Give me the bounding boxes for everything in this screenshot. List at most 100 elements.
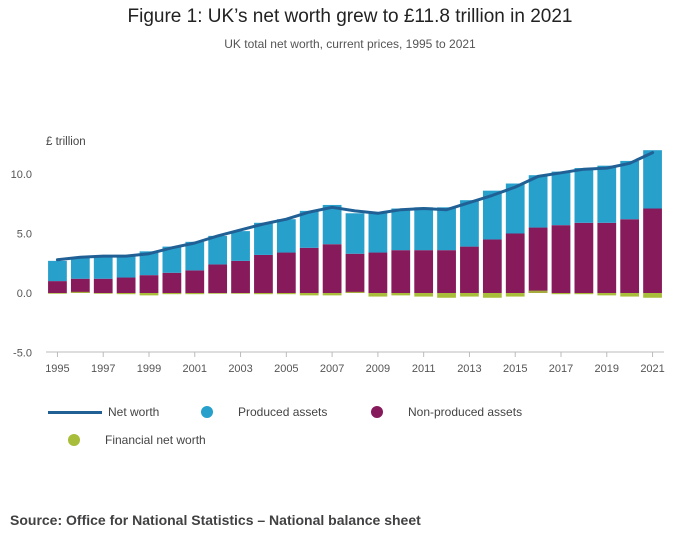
bar-produced-assets <box>322 204 342 245</box>
bar-financial-net-worth <box>482 293 502 298</box>
bar-financial-net-worth <box>551 293 571 295</box>
legend-label: Net worth <box>108 405 160 419</box>
bar-financial-net-worth <box>620 293 640 297</box>
bar-non-produced-assets <box>162 272 182 293</box>
legend-item-produced-assets[interactable]: Produced assets <box>201 405 327 419</box>
bar-non-produced-assets <box>597 222 617 293</box>
bar-produced-assets <box>551 171 571 226</box>
y-axis-unit-label: £ trillion <box>46 136 86 148</box>
bar-produced-assets <box>528 175 548 228</box>
x-tick-label: 2015 <box>503 363 527 375</box>
bar-financial-net-worth <box>437 293 456 298</box>
x-tick-label: 2007 <box>320 363 344 375</box>
bar-financial-net-worth <box>391 293 411 296</box>
bar-non-produced-assets <box>93 278 113 293</box>
chart-plot: 10.0 5.0 0.0 -5.0 1995 1997 1999 2001 2003 2005 20… <box>11 150 665 375</box>
bar-produced-assets <box>414 207 434 251</box>
bar-non-produced-assets <box>414 250 434 293</box>
legend-item-net-worth[interactable]: Net worth <box>48 405 159 419</box>
chart-title: Figure 1: UK’s net worth grew to £11.8 t… <box>127 6 573 27</box>
bar-produced-assets <box>597 165 617 223</box>
legend-item-financial-net-worth[interactable]: Financial net worth <box>68 433 206 447</box>
x-tick-label: 2011 <box>412 363 436 375</box>
line-net-worth <box>55 151 655 262</box>
bar-produced-assets <box>70 257 90 279</box>
x-tick-label: 2001 <box>183 363 207 375</box>
bar-financial-net-worth <box>505 293 525 297</box>
bar-produced-assets <box>620 160 640 220</box>
bar-financial-net-worth <box>643 293 662 298</box>
bar-financial-net-worth <box>162 293 182 295</box>
chart-legend: Net worth Produced assets Non-produced a… <box>48 405 688 455</box>
legend-item-non-produced-assets[interactable]: Non-produced assets <box>371 405 522 419</box>
bar-non-produced-assets <box>643 208 662 293</box>
legend-dot-swatch <box>201 406 213 418</box>
y-tick-label: 5.0 <box>17 229 32 241</box>
x-tick-label: 2019 <box>595 363 619 375</box>
bar-financial-net-worth <box>70 291 90 293</box>
bar-financial-net-worth <box>185 293 205 295</box>
x-tick-label: 2013 <box>457 363 481 375</box>
legend-dot-swatch <box>371 406 383 418</box>
bar-financial-net-worth <box>345 291 365 293</box>
bar-non-produced-assets <box>254 254 273 293</box>
bar-produced-assets <box>231 231 250 261</box>
bar-non-produced-assets <box>460 246 479 293</box>
bar-produced-assets <box>116 254 136 278</box>
bar-produced-assets <box>276 219 296 253</box>
chart-subtitle: UK total net worth, current prices, 1995… <box>224 37 476 51</box>
x-tick-label: 2021 <box>640 363 664 375</box>
bar-financial-net-worth <box>231 293 250 294</box>
bar-non-produced-assets <box>574 222 594 293</box>
x-tick-label: 1995 <box>45 363 69 375</box>
bar-financial-net-worth <box>276 293 296 295</box>
bar-non-produced-assets <box>48 281 67 293</box>
x-tick-label: 2009 <box>366 363 390 375</box>
bar-produced-assets <box>185 241 205 271</box>
source-note: Source: Office for National Statistics –… <box>10 512 421 528</box>
bar-non-produced-assets <box>231 260 250 293</box>
legend-label: Financial net worth <box>105 433 206 447</box>
bar-financial-net-worth <box>48 293 67 294</box>
bar-financial-net-worth <box>528 290 548 293</box>
bar-produced-assets <box>482 190 502 240</box>
bar-produced-assets <box>505 183 525 234</box>
bar-non-produced-assets <box>505 233 525 293</box>
bar-non-produced-assets <box>437 250 456 293</box>
bar-produced-assets <box>139 251 159 276</box>
bar-produced-assets <box>162 246 182 273</box>
x-tick-label: 2005 <box>274 363 298 375</box>
x-tick-label: 1999 <box>137 363 161 375</box>
bar-non-produced-assets <box>139 275 159 293</box>
bar-produced-assets <box>643 150 662 209</box>
legend-line-swatch <box>48 410 102 414</box>
y-tick-label: 0.0 <box>17 288 32 300</box>
bar-financial-net-worth <box>93 293 113 294</box>
bar-non-produced-assets <box>551 225 571 293</box>
bar-financial-net-worth <box>574 293 594 295</box>
bar-non-produced-assets <box>620 219 640 293</box>
bar-produced-assets <box>254 222 273 255</box>
legend-label: Non-produced assets <box>408 405 523 419</box>
bar-non-produced-assets <box>185 270 205 293</box>
bar-produced-assets <box>345 213 365 254</box>
bar-produced-assets <box>437 207 456 251</box>
bar-produced-assets <box>93 256 113 279</box>
bar-produced-assets <box>299 210 319 248</box>
bar-produced-assets <box>574 168 594 223</box>
legend-label: Produced assets <box>238 405 328 419</box>
bar-produced-assets <box>368 213 388 253</box>
x-tick-label: 1997 <box>91 363 115 375</box>
bar-non-produced-assets <box>482 239 502 293</box>
bar-financial-net-worth <box>322 293 342 296</box>
bar-non-produced-assets <box>345 253 365 293</box>
bar-non-produced-assets <box>368 252 388 293</box>
bar-non-produced-assets <box>70 278 90 293</box>
y-tick-label: 10.0 <box>11 169 32 181</box>
x-tick-label: 2017 <box>549 363 573 375</box>
bar-financial-net-worth <box>299 293 319 296</box>
bar-financial-net-worth <box>414 293 434 297</box>
bar-non-produced-assets <box>322 244 342 293</box>
y-tick-label: -5.0 <box>13 348 32 360</box>
bar-financial-net-worth <box>208 293 228 294</box>
